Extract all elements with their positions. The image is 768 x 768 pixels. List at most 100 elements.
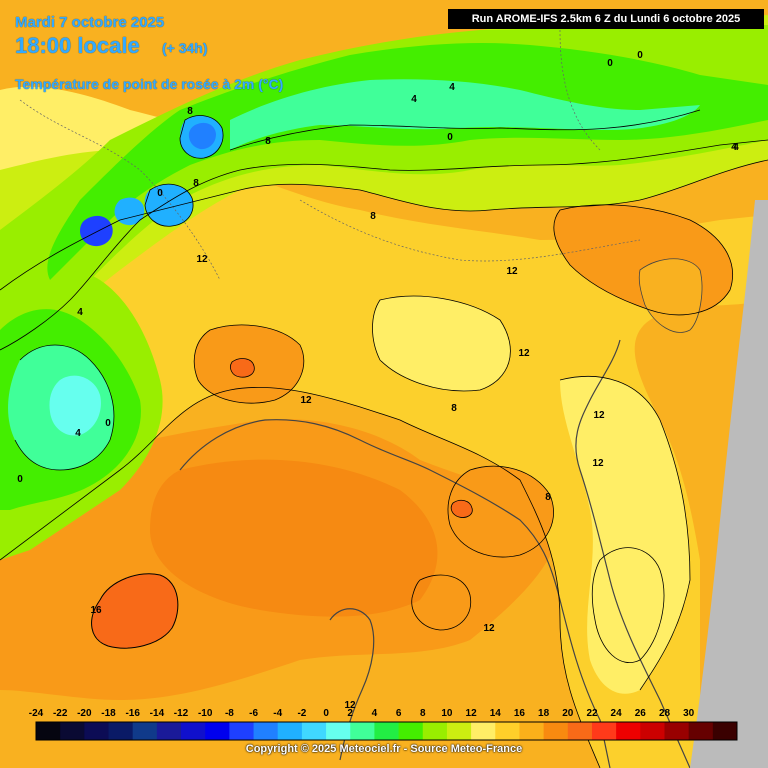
contour-label: 8 xyxy=(451,403,457,414)
forecast-date: Mardi 7 octobre 2025 xyxy=(15,14,165,31)
contour-label: 12 xyxy=(518,348,530,359)
alpine-cold-patch-5 xyxy=(114,197,145,226)
contour-label: 4 xyxy=(75,428,81,439)
hot-core-16 xyxy=(91,573,179,649)
contour-label: 8 xyxy=(193,178,199,189)
legend-swatch xyxy=(398,722,424,740)
legend-tick-label: 14 xyxy=(490,708,502,719)
legend-swatch xyxy=(446,722,472,740)
legend-swatch xyxy=(422,722,448,740)
legend-tick-label: -8 xyxy=(225,708,234,719)
land-seagreen-zone xyxy=(230,79,700,150)
contour-label: 4 xyxy=(77,307,83,318)
legend-tick-label: 12 xyxy=(466,708,478,719)
legend-swatch xyxy=(36,722,61,740)
contour-label: 0 xyxy=(105,418,111,429)
legend-tick-label: -4 xyxy=(273,708,282,719)
legend-swatch xyxy=(543,722,569,740)
legend-swatch xyxy=(132,722,158,740)
legend-swatch xyxy=(181,722,206,740)
legend-tick-label: 22 xyxy=(586,708,598,719)
contour-label: 0 xyxy=(157,188,163,199)
land-brightgreen-zone xyxy=(47,43,768,280)
legend-tick-label: 0 xyxy=(323,708,329,719)
legend-swatch xyxy=(640,722,665,740)
legend-swatch xyxy=(156,722,182,740)
legend-swatch xyxy=(495,722,520,740)
contour-label: 8 xyxy=(545,492,551,503)
contour-label: 0 xyxy=(607,58,613,69)
legend-tick-label: 2 xyxy=(347,708,353,719)
legend-tick-label: -22 xyxy=(53,708,68,719)
contour-label: 4 xyxy=(449,82,455,93)
legend-colorbar xyxy=(35,721,738,741)
off-domain-area xyxy=(690,200,768,768)
legend-swatch xyxy=(108,722,134,740)
alpine-cold-patch-4 xyxy=(80,215,113,247)
land-lightyellow-zone-2 xyxy=(560,376,690,694)
contour-label: 4 xyxy=(411,94,417,105)
legend-tick-label: -20 xyxy=(77,708,92,719)
legend-ticks: -24 -22 -20 -18 -16 -14 -12 -10 -8 -6 -4 -2 0 2 4 6 8 10 1… xyxy=(29,708,695,719)
legend-swatch xyxy=(567,722,593,740)
land-lightyellow-zone-3 xyxy=(372,296,511,391)
legend-swatch xyxy=(712,722,738,740)
hot-pocket-small-2 xyxy=(450,499,473,518)
legend-tick-label: 8 xyxy=(420,708,426,719)
legend-tick-label: -12 xyxy=(174,708,189,719)
coastline-ligurian xyxy=(179,419,611,768)
legend-tick-label: -6 xyxy=(249,708,258,719)
legend-tick-label: 6 xyxy=(396,708,402,719)
peninsula-land xyxy=(638,258,703,333)
legend-tick-label: 24 xyxy=(611,708,623,719)
contour-lines xyxy=(0,109,768,768)
legend-tick-label: -14 xyxy=(150,708,165,719)
coastline-adriatic xyxy=(575,339,691,768)
legend-tick-label: 26 xyxy=(635,708,647,719)
legend-swatch xyxy=(205,722,230,740)
alpine-cold-patch-2 xyxy=(188,122,216,150)
copyright: Copyright © 2025 Meteociel.fr - Source M… xyxy=(245,743,523,755)
legend-swatch xyxy=(84,722,110,740)
legend-swatch xyxy=(277,722,303,740)
legend-swatch xyxy=(229,722,255,740)
legend-swatch xyxy=(591,722,617,740)
hot-pocket-small-1 xyxy=(230,358,255,378)
contour-label: 0 xyxy=(17,474,23,485)
alpine-cold-patch-3 xyxy=(144,184,194,227)
legend-tick-label: 18 xyxy=(538,708,550,719)
legend-frame xyxy=(35,721,738,741)
contour-label: 8 xyxy=(265,136,271,147)
land-yellow-zone xyxy=(0,138,768,768)
legend-tick-label: 16 xyxy=(514,708,526,719)
legend-swatch xyxy=(664,722,690,740)
contour-label: 12 xyxy=(344,700,356,711)
legend-swatch xyxy=(616,722,641,740)
contour-label: 0 xyxy=(637,50,643,61)
contour-label: 0 xyxy=(447,132,453,143)
border-lines xyxy=(19,29,641,281)
legend-tick-label: -2 xyxy=(297,708,306,719)
sea-warmer-zone xyxy=(150,459,438,617)
run-info: Run AROME-IFS 2.5km 6 Z du Lundi 6 octob… xyxy=(448,9,764,29)
contour-label: 4 xyxy=(731,142,737,153)
contour-label: 16 xyxy=(90,605,102,616)
legend-swatch xyxy=(374,722,400,740)
contour-label: 12 xyxy=(593,410,605,421)
legend-tick-label: 28 xyxy=(659,708,671,719)
legend-swatch xyxy=(301,722,327,740)
legend-tick-label: -16 xyxy=(125,708,140,719)
contour-label: 12 xyxy=(196,254,208,265)
legend-swatch xyxy=(688,722,714,740)
legend-tick-label: 10 xyxy=(441,708,453,719)
forecast-time: 18:00 locale xyxy=(15,33,140,58)
contour-label: 12 xyxy=(300,395,312,406)
legend-tick-label: -10 xyxy=(198,708,213,719)
contour-label: 12 xyxy=(592,458,604,469)
legend-swatch xyxy=(471,722,496,740)
legend-tick-label: 4 xyxy=(372,708,378,719)
parameter-title: Température de point de rosée à 2m (°C) xyxy=(15,76,284,92)
